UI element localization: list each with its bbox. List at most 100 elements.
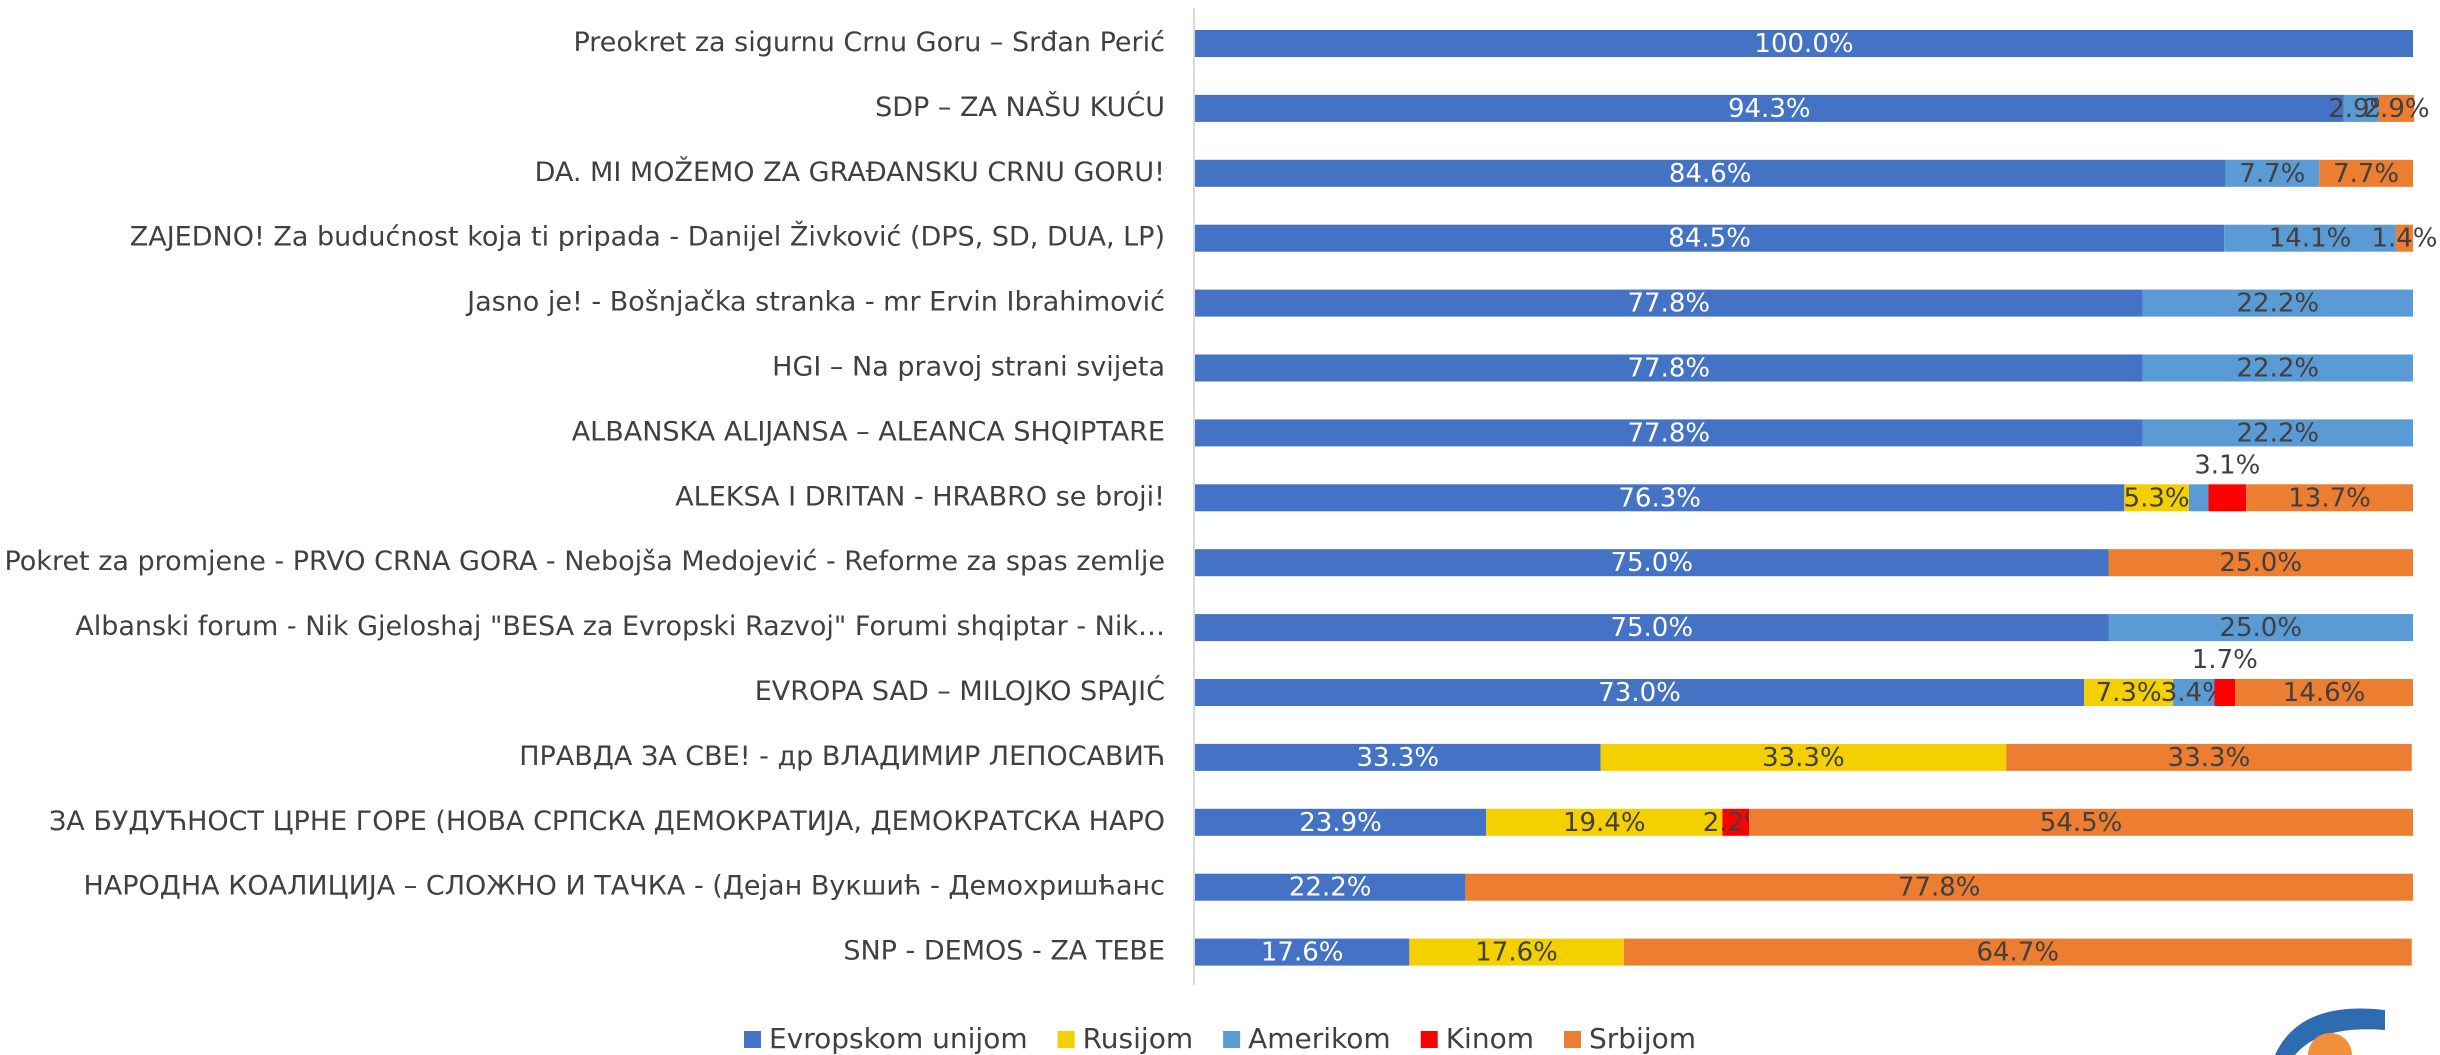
category-label: EVROPA SAD – MILOJKO SPAJIĆ <box>755 675 1165 707</box>
data-label: 33.3% <box>2168 743 2251 773</box>
category-label: ALBANSKA ALIJANSA – ALEANCA SHQIPTARE <box>572 416 1165 447</box>
category-label: Jasno je! - Bošnjačka stranka - mr Ervin… <box>465 287 1165 318</box>
data-label: 1.4% <box>2371 224 2437 254</box>
data-label: 33.3% <box>1762 743 1845 773</box>
legend-label: Srbijom <box>1589 1022 1696 1055</box>
bar-segment <box>2224 224 2396 252</box>
bar-segment <box>2343 94 2379 122</box>
data-label: 17.6% <box>1475 938 1558 968</box>
data-label: 76.3% <box>1618 483 1701 513</box>
data-label: 75.0% <box>1610 613 1693 643</box>
data-label: 73.0% <box>1598 678 1681 708</box>
data-label: 22.2% <box>2236 418 2319 448</box>
bar-segment <box>1749 808 2413 836</box>
data-label: 22.2% <box>2236 354 2319 384</box>
data-label: 77.8% <box>1627 418 1710 448</box>
bar-segment <box>1465 873 2413 901</box>
bar-segment <box>1195 354 2143 382</box>
category-label: Albanski forum - Nik Gjeloshaj "BESA za … <box>75 611 1165 642</box>
data-label: 22.2% <box>2236 289 2319 319</box>
data-label: 77.8% <box>1627 289 1710 319</box>
bar-segment <box>2246 484 2413 512</box>
bar-segment <box>2124 484 2189 512</box>
data-label: 1.7% <box>2192 645 2258 675</box>
bar-segment <box>1195 289 2143 317</box>
data-label: 14.6% <box>2283 678 2366 708</box>
data-label: 25.0% <box>2219 548 2302 578</box>
category-label: НАРОДНА КОАЛИЦИЈА – СЛОЖНО И ТАЧКА - (Де… <box>83 871 1165 902</box>
category-label: SNP - DEMOS - ZA TEBE <box>843 936 1165 967</box>
legend-swatch <box>1057 1031 1075 1048</box>
bar-segment <box>2142 289 2413 317</box>
bar-segment <box>1195 679 2085 706</box>
legend-swatch <box>1420 1031 1438 1048</box>
category-label: ЗА БУДУЋНОСТ ЦРНЕ ГОРЕ (НОВА СРПСКА ДЕМО… <box>49 806 1165 837</box>
bar-segment <box>1486 808 1723 836</box>
bar-segment <box>1195 419 2143 447</box>
bar-segment <box>2173 679 2215 706</box>
data-label: 2.9% <box>2364 94 2430 124</box>
category-label: SDP – ZA NAŠU KUĆU <box>875 91 1165 123</box>
data-label: 17.6% <box>1261 938 1344 968</box>
category-label: ALEKSA I DRITAN - HRABRO se broji! <box>675 481 1165 512</box>
data-label: 84.6% <box>1669 159 1752 189</box>
bar-segment <box>2214 679 2236 706</box>
data-label: 33.3% <box>1356 743 1439 773</box>
data-label: 19.4% <box>1563 808 1646 838</box>
bar-segment <box>2108 614 2413 642</box>
bar-segment <box>2142 354 2413 382</box>
category-label: HGI – Na pravoj strani svijeta <box>772 352 1165 383</box>
data-label: 25.0% <box>2219 613 2302 643</box>
data-label: 3.1% <box>2194 450 2260 480</box>
legend-label: Evropskom unijom <box>769 1022 1028 1055</box>
data-label: 54.5% <box>2040 808 2123 838</box>
bar-segment <box>1195 938 1410 966</box>
category-label: ПРАВДА ЗА СВЕ! - др ВЛАДИМИР ЛЕПОСАВИЋ <box>519 741 1165 772</box>
bar-segment <box>1195 159 2226 187</box>
bar-segment <box>1195 873 1466 901</box>
legend-swatch <box>1223 1031 1241 1048</box>
bar-segment <box>1409 938 1624 966</box>
category-label: Pokret za promjene - PRVO CRNA GORA - Ne… <box>4 546 1165 577</box>
bar-segment <box>1195 94 2344 122</box>
data-label: 77.8% <box>1898 873 1981 903</box>
data-label: 64.7% <box>1976 938 2059 968</box>
data-label: 14.1% <box>2269 224 2352 254</box>
data-label: 94.3% <box>1728 94 1811 124</box>
bar-segment <box>2208 484 2247 512</box>
data-label: 7.7% <box>2239 159 2305 189</box>
data-label: 13.7% <box>2288 483 2371 513</box>
category-label: Preokret za sigurnu Crnu Goru – Srđan Pe… <box>573 27 1165 58</box>
bar-segment <box>1195 614 2109 642</box>
data-label: 5.3% <box>2124 483 2190 513</box>
bar-segment <box>1195 743 1601 771</box>
legend-swatch <box>1563 1031 1581 1048</box>
bar-segment <box>1195 224 2225 252</box>
bar-segment <box>2006 743 2412 771</box>
bar-segment <box>2108 549 2413 577</box>
bar-segment <box>1600 743 2007 771</box>
data-label: 75.0% <box>1610 548 1693 578</box>
data-label: 77.8% <box>1627 354 1710 384</box>
data-label: 84.5% <box>1668 224 1751 254</box>
legend-label: Amerikom <box>1248 1022 1391 1055</box>
data-label: 22.2% <box>1289 873 1372 903</box>
bar-segment <box>1195 484 2125 512</box>
bar-segment <box>2084 679 2174 706</box>
data-label: 7.3% <box>2096 678 2162 708</box>
bar-segment <box>2142 419 2413 447</box>
legend-swatch <box>743 1031 761 1048</box>
bar-segment <box>2319 159 2413 187</box>
data-label: 23.9% <box>1299 808 1382 838</box>
bar-segment <box>1722 808 1750 836</box>
bar-segment <box>1623 938 2412 966</box>
legend-label: Rusijom <box>1083 1022 1194 1055</box>
legend-label: Kinom <box>1446 1022 1534 1055</box>
bar-segment <box>2378 94 2415 122</box>
category-label: ZAJEDNO! Za budućnost koja ti pripada - … <box>130 221 1165 253</box>
bar-segment <box>2235 679 2413 706</box>
bar-segment <box>1195 30 2413 57</box>
data-label: 100.0% <box>1754 29 1853 59</box>
bar-segment <box>2188 484 2209 512</box>
